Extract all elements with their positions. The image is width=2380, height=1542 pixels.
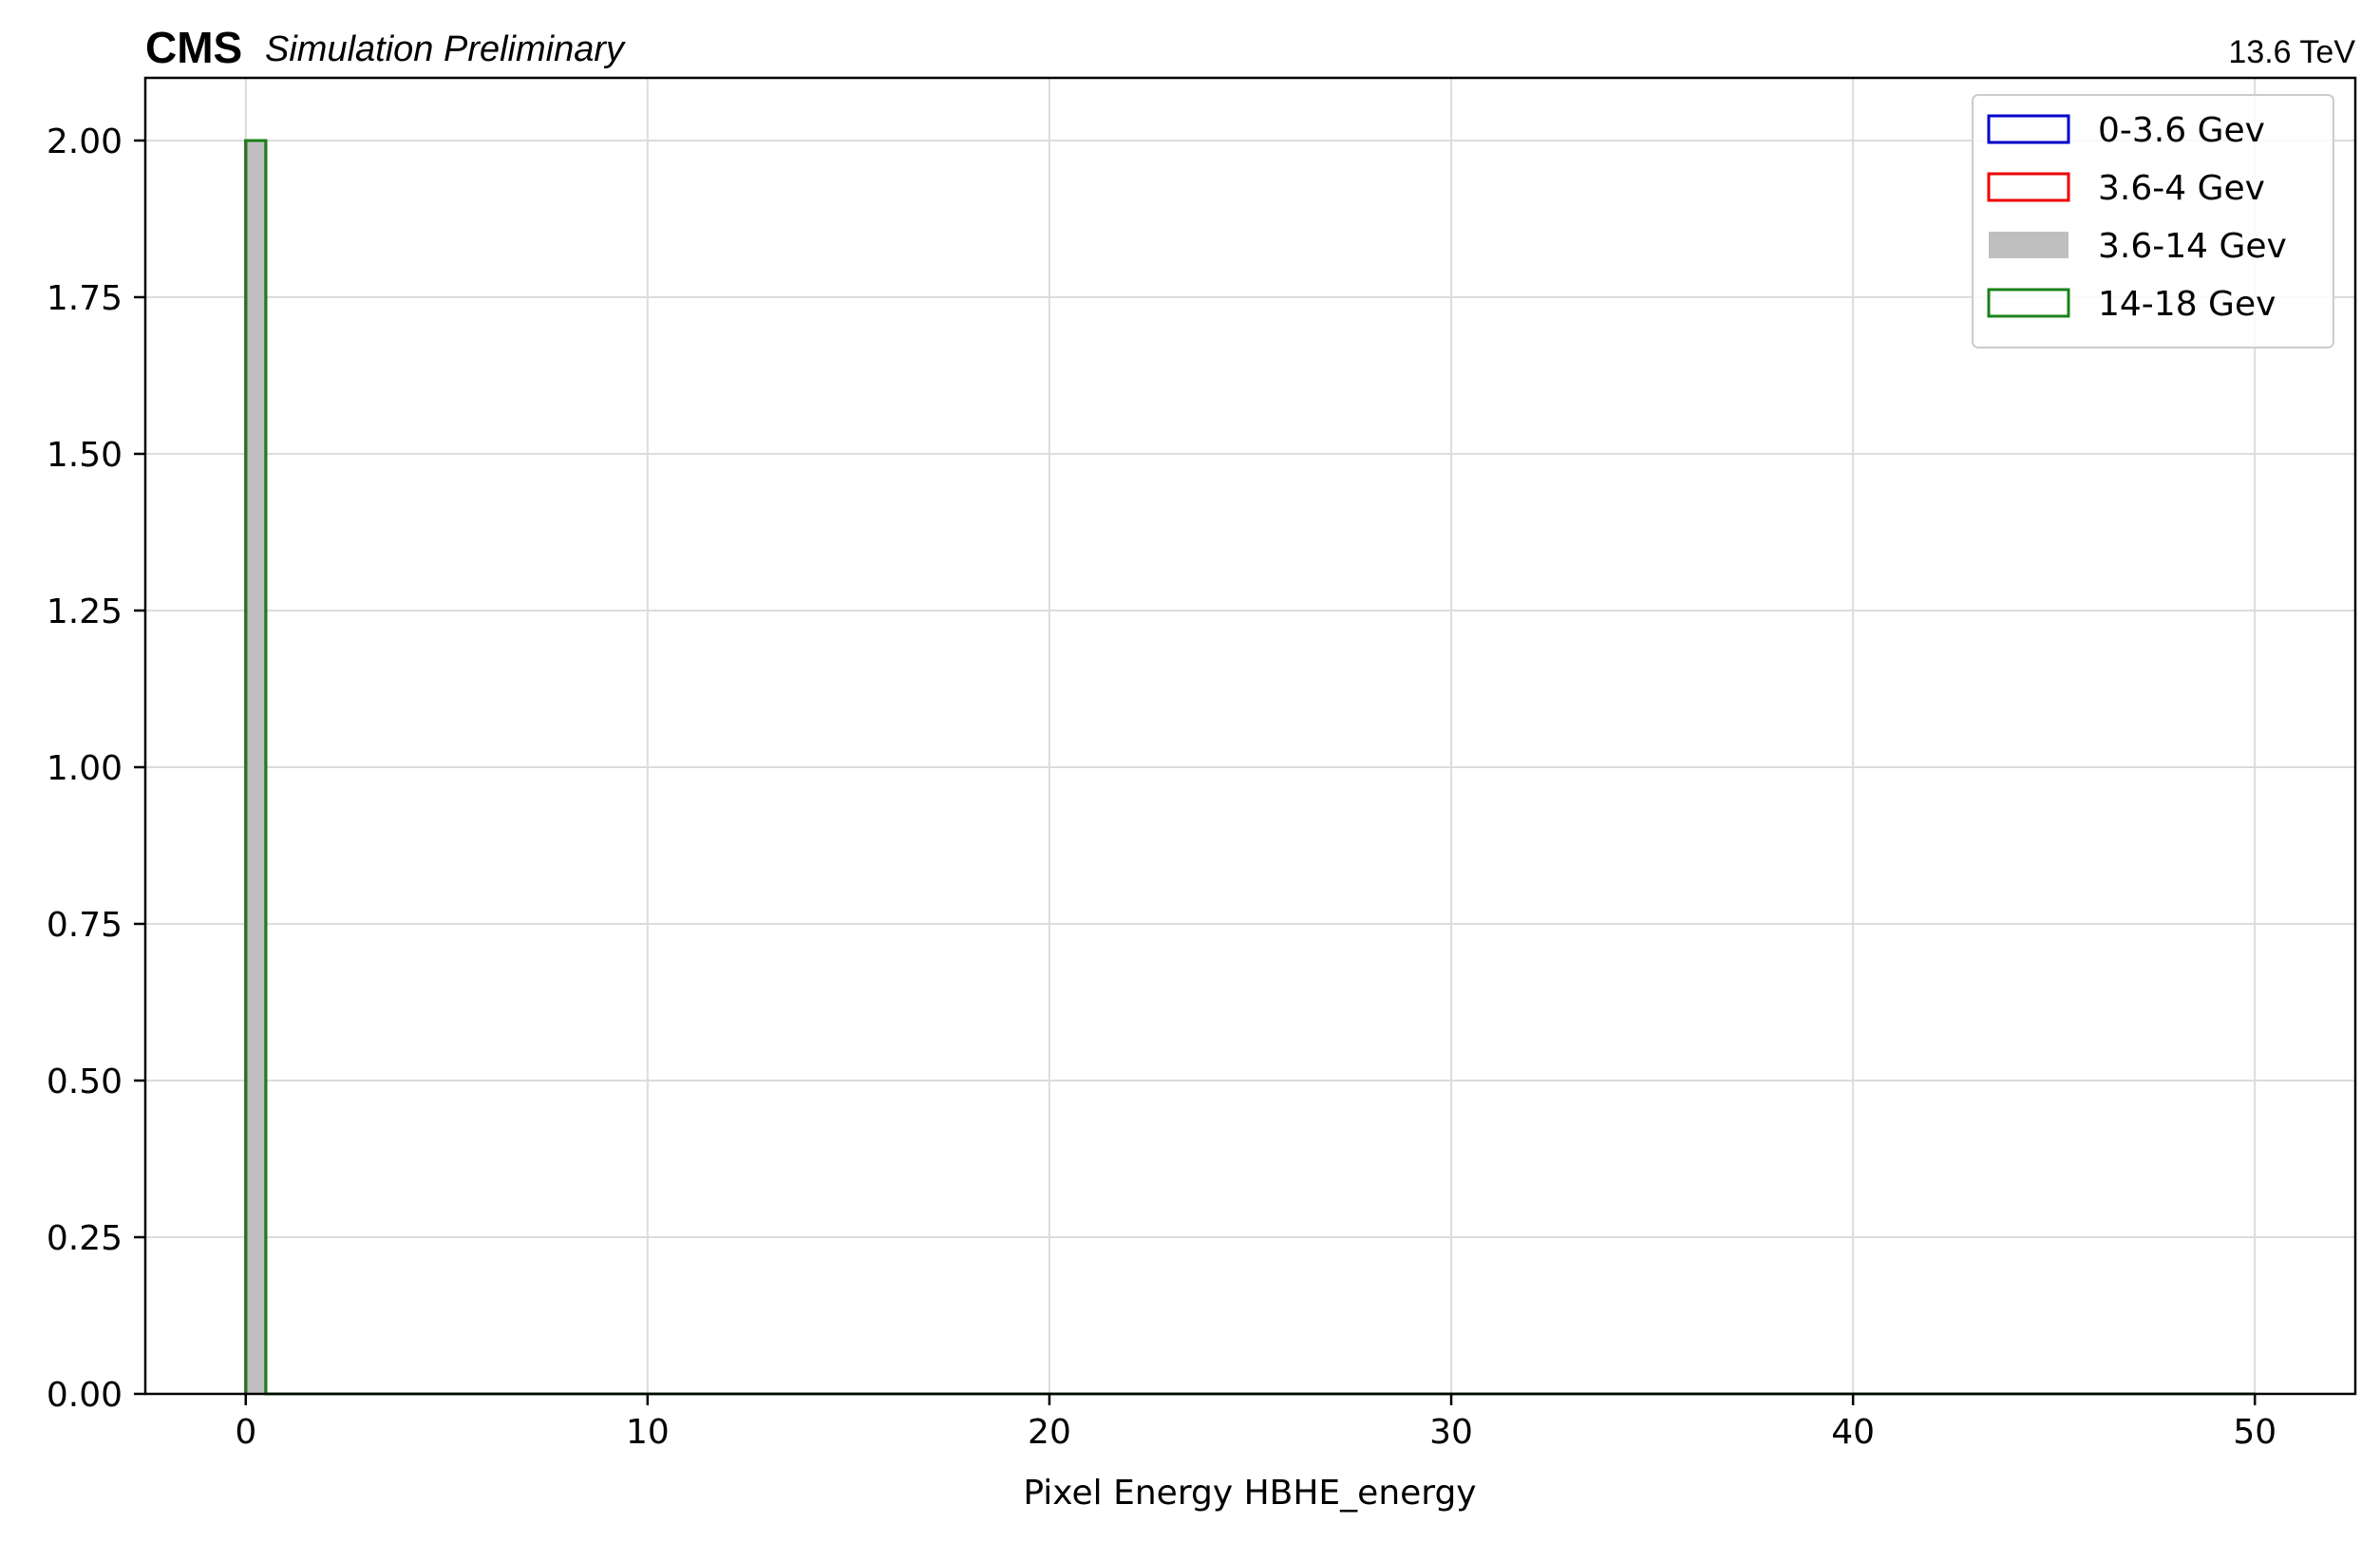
histogram-bars bbox=[245, 141, 266, 1394]
x-tick-label-0: 0 bbox=[235, 1413, 256, 1452]
y-tick-label-6: 1.50 bbox=[47, 436, 123, 475]
legend-swatch-1 bbox=[1987, 172, 2070, 202]
energy-label: 13.6 TeV bbox=[2228, 34, 2355, 70]
y-tick-label-0: 0.00 bbox=[47, 1376, 123, 1415]
legend-box bbox=[1972, 94, 2334, 348]
experiment-label: CMS bbox=[145, 23, 242, 72]
legend-label-0: 0-3.6 Gev bbox=[2098, 111, 2265, 150]
legend-swatch-3 bbox=[1987, 288, 2070, 318]
y-tick-label-5: 1.25 bbox=[47, 592, 123, 631]
plot-area-frame bbox=[143, 76, 2357, 1396]
x-tick-label-4: 40 bbox=[1831, 1413, 1875, 1452]
legend-swatch-2 bbox=[1989, 232, 2068, 258]
grid bbox=[145, 78, 2355, 1395]
extra-label: Simulation Preliminary bbox=[265, 29, 626, 69]
y-tick-label-7: 1.75 bbox=[47, 279, 123, 318]
x-tick-label-1: 10 bbox=[626, 1413, 670, 1452]
legend-label-1: 3.6-4 Gev bbox=[2098, 169, 2265, 208]
legend: 0-3.6 Gev 3.6-4 Gev 3.6-14 Gev 14-18 Gev bbox=[1972, 94, 2334, 348]
legend-swatch-0 bbox=[1987, 114, 2070, 144]
y-tick-label-2: 0.50 bbox=[47, 1062, 123, 1101]
y-tick-label-1: 0.25 bbox=[47, 1219, 123, 1258]
x-axis-label: Pixel Energy HBHE_energy bbox=[1023, 1474, 1476, 1513]
x-tick-label-2: 20 bbox=[1028, 1413, 1071, 1452]
bar-2-0 bbox=[245, 141, 266, 1394]
y-tick-label-4: 1.00 bbox=[47, 749, 123, 788]
y-axis: 0.00 0.25 0.50 0.75 1.00 1.25 1.50 1.75 2.00 bbox=[47, 122, 145, 1415]
x-axis: 0 10 20 30 40 50 bbox=[235, 1394, 2276, 1452]
x-tick-label-3: 30 bbox=[1429, 1413, 1473, 1452]
x-tick-label-5: 50 bbox=[2233, 1413, 2276, 1452]
y-tick-label-8: 2.00 bbox=[47, 122, 123, 161]
legend-label-3: 14-18 Gev bbox=[2098, 285, 2276, 324]
legend-label-2: 3.6-14 Gev bbox=[2098, 227, 2287, 266]
y-tick-label-3: 0.75 bbox=[47, 906, 123, 945]
